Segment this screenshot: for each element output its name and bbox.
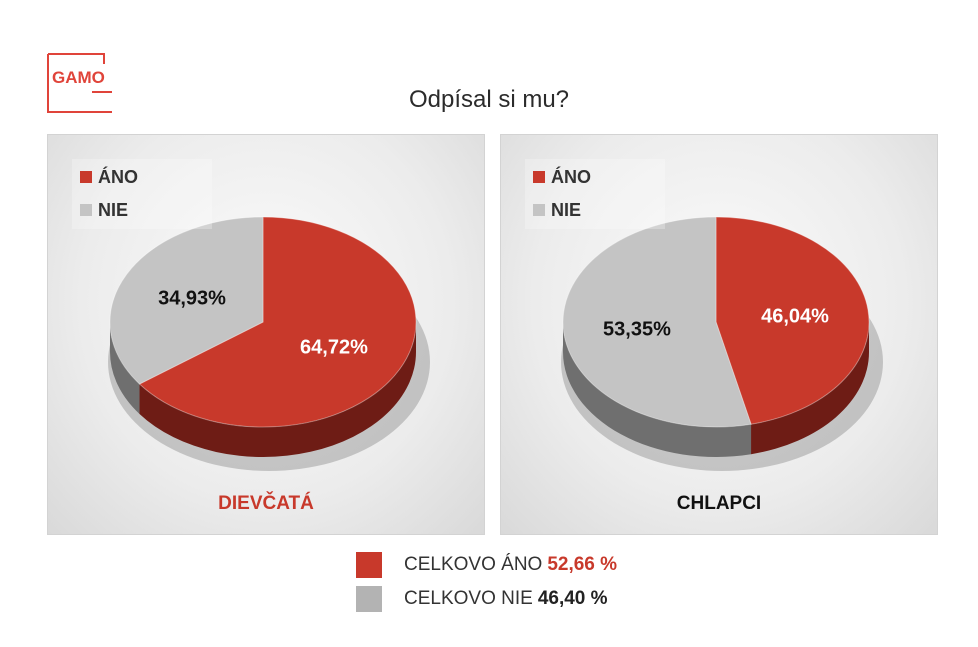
legend-swatch-yes — [80, 171, 92, 183]
legend-item-no: NIE — [533, 200, 581, 220]
chart-panel-boys: 46,04% 53,35% ÁNO NIE CHLAPCI — [500, 134, 938, 535]
pie-chart-girls: 64,72% 34,93% — [108, 216, 430, 471]
legend-item-yes: ÁNO — [533, 167, 591, 187]
data-label-yes: 46,04% — [761, 306, 829, 328]
panel-caption-boys: CHLAPCI — [676, 493, 762, 514]
pie-slice-no — [562, 216, 752, 428]
pie-slice-side-yes — [751, 322, 869, 455]
pie-slice-side-no — [563, 322, 752, 457]
legend-label-yes: ÁNO — [98, 166, 138, 187]
chart-panel-girls: 64,72% 34,93% ÁNO NIE DIEVČATÁ — [47, 134, 485, 535]
legend-swatch-no — [80, 204, 92, 216]
legend-label-yes: ÁNO — [551, 166, 591, 187]
data-label-no: 53,35% — [603, 318, 671, 340]
panel-caption-girls: DIEVČATÁ — [218, 493, 314, 514]
pie-slice-no — [109, 216, 264, 385]
pie-slice-yes — [715, 216, 870, 425]
legend: ÁNO NIE — [72, 159, 212, 229]
pie-chart-boys: 46,04% 53,35% — [561, 216, 883, 471]
summary-swatch-no — [356, 586, 382, 612]
summary-row-no: CELKOVO NIE 46,40 % — [356, 586, 608, 612]
legend-swatch-yes — [533, 171, 545, 183]
legend-swatch-no — [533, 204, 545, 216]
summary-legend: CELKOVO ÁNO 52,66 % CELKOVO NIE 46,40 % — [356, 552, 676, 614]
pie-slice-side-yes — [139, 322, 416, 458]
pie-slice-yes — [138, 216, 417, 428]
summary-row-yes: CELKOVO ÁNO 52,66 % — [356, 552, 617, 578]
pie-slice-side-no — [110, 322, 140, 414]
legend-label-no: NIE — [551, 199, 582, 220]
summary-yes-value: 52,66 % — [547, 554, 618, 575]
legend: ÁNO NIE — [525, 159, 665, 229]
legend-item-yes: ÁNO — [80, 167, 138, 187]
summary-no-value: 46,40 % — [537, 588, 608, 609]
logo-text: GAMO — [52, 68, 105, 87]
legend-label-no: NIE — [98, 199, 129, 220]
legend-item-no: NIE — [80, 200, 128, 220]
summary-yes-label: CELKOVO ÁNO — [404, 554, 543, 575]
gamo-logo: GAMO — [46, 52, 114, 114]
data-label-yes: 64,72% — [300, 337, 368, 359]
summary-no-label: CELKOVO NIE — [404, 588, 533, 609]
data-label-no: 34,93% — [158, 287, 226, 309]
summary-swatch-yes — [356, 552, 382, 578]
chart-title: Odpísal si mu? — [408, 86, 570, 113]
